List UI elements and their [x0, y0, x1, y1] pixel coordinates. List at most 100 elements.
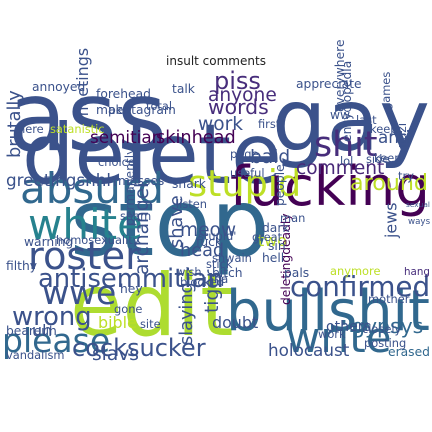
word-comment: comment — [296, 158, 384, 179]
word-keep: keep — [370, 122, 397, 136]
word-meetings: meetings — [73, 48, 92, 122]
word-fucking: fucking — [230, 154, 430, 218]
word-homosexuality: homosexuality — [56, 233, 140, 247]
word-hang: hang — [404, 266, 430, 278]
word-wrong: wrong — [12, 302, 92, 332]
word-work: work — [198, 114, 243, 135]
word-tiger: tiger — [202, 269, 223, 313]
word-anymore: anymore — [330, 264, 380, 278]
word-around: around — [350, 170, 428, 196]
chart-title: insult comments — [166, 54, 266, 68]
word-confirmed: confirmed — [290, 270, 430, 303]
word-beareuh: beareuh — [6, 324, 57, 338]
word-great: great — [252, 230, 283, 244]
word-piss: piss — [214, 67, 261, 95]
word-here: here — [18, 122, 44, 136]
word-archangel: archangel — [132, 183, 153, 275]
word-listen: listen — [176, 197, 207, 211]
word-bullshit: bullshit — [226, 279, 430, 344]
word-anti: anti — [378, 127, 410, 147]
word-closely: closely — [362, 322, 402, 336]
word-shwain: shwain — [212, 251, 252, 265]
word-useful: useful — [230, 166, 265, 180]
word-slavs: slavs — [92, 344, 139, 365]
word-talk: talk — [172, 82, 196, 96]
word-ways: ways — [408, 217, 431, 227]
word-pals: pals — [284, 266, 309, 280]
word-two: two — [258, 231, 287, 250]
word-site: site — [140, 317, 161, 331]
word-words: words — [208, 95, 269, 119]
word-masses: masses — [118, 174, 164, 188]
word-deletingdeadly: deletingdeadly — [279, 213, 293, 305]
word-work: work — [318, 327, 346, 341]
word-shark: shark — [172, 177, 207, 191]
word-stick: stick — [206, 257, 233, 271]
word-shit: shit — [314, 125, 378, 165]
word-games: games — [379, 72, 393, 110]
word-others: others — [326, 319, 371, 335]
word-wish: wish — [176, 265, 202, 279]
word-gypsys: gypsys — [352, 314, 423, 338]
word-skinhead: skinhead — [156, 128, 236, 148]
word-bald: bald — [250, 147, 290, 168]
word-brutally: brutally — [5, 90, 25, 158]
word-cocksucker: cocksucker — [72, 334, 206, 362]
word-stop: stop — [70, 169, 270, 277]
word-head: head — [180, 241, 224, 261]
word-annoyed: annoyed — [32, 80, 85, 94]
word-spam: spam — [120, 209, 151, 223]
word-absurd: absurd — [20, 164, 164, 213]
word-meow: meow — [180, 220, 236, 241]
word-choice: choice — [98, 155, 135, 169]
word-please: please — [2, 321, 110, 360]
word-blocked: blocked — [180, 275, 224, 289]
word-lol: lol — [340, 154, 353, 168]
word-side: side — [366, 152, 389, 166]
word-satanistic: satanistic — [50, 122, 105, 136]
word-edit: edit — [70, 257, 234, 356]
word-jews: jews — [382, 203, 401, 239]
word-delete: delete — [22, 107, 282, 203]
word-write: write — [286, 313, 392, 362]
word-page: page — [230, 147, 258, 161]
word-anyone: anyone — [208, 85, 277, 106]
word-fuck: fuck — [196, 235, 223, 249]
word-keep: keep — [374, 151, 401, 165]
word-slaying: slaying — [177, 282, 197, 345]
word-appreciate: appreciate — [296, 77, 362, 91]
word-erased: erased — [388, 345, 430, 359]
word-people: people — [273, 164, 287, 206]
word-uh: uh — [32, 321, 52, 340]
word-holocaust: holocaust — [268, 340, 350, 360]
word-gone: gone — [114, 302, 142, 316]
word-warning: warning — [24, 235, 73, 249]
word-last: last — [356, 113, 377, 127]
word-everywhere: everywhere — [333, 39, 347, 112]
word-gay: gay — [272, 71, 430, 171]
word-dark: dark — [262, 221, 290, 235]
word-stupid: stupid — [188, 162, 301, 205]
word-encyclopedia: encyclopedia — [340, 61, 354, 142]
word-ha: ha — [214, 272, 228, 286]
word-roster: roster — [28, 234, 141, 279]
word-posting: posting — [364, 336, 406, 350]
word-filthy: filthy — [6, 259, 37, 273]
word-total: total — [146, 99, 172, 113]
word-vandalism: vandalism — [6, 348, 65, 362]
word-wwe: wwe — [42, 273, 116, 312]
word-hell: hell — [262, 251, 284, 265]
word-stupid-: stupid' — [198, 229, 236, 243]
word-white: white — [28, 200, 143, 249]
word-bitch: bitch — [212, 266, 243, 280]
word-antisemmitian: antisemmitian — [38, 264, 224, 294]
word-ww: ww — [330, 108, 350, 122]
word-doubt: doubt — [212, 313, 258, 332]
word-semitian: semitian — [90, 127, 162, 147]
word-mother: mother — [368, 292, 410, 306]
word-try: try — [398, 169, 414, 183]
word-bible: bible — [98, 313, 137, 332]
word-pentagram: pentagram — [108, 103, 176, 117]
